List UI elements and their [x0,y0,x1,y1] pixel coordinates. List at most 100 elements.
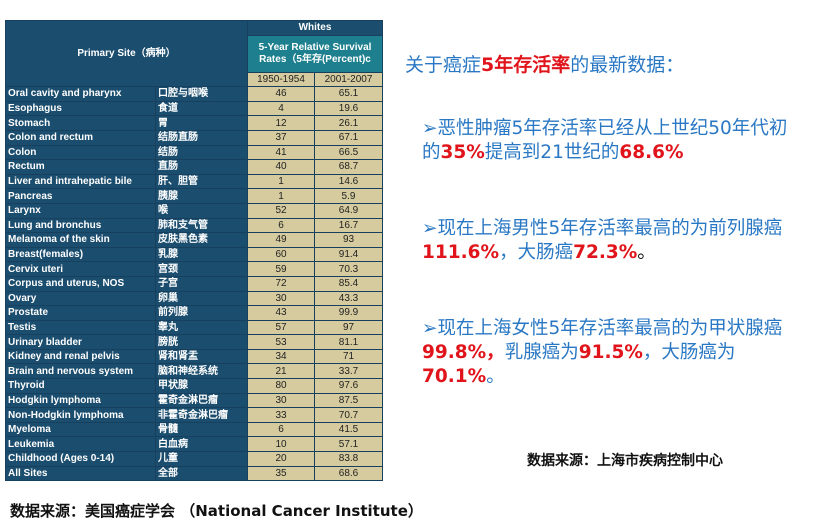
bullet-text: 。 [637,242,656,263]
site-name-cn: 结肠直肠 [155,129,248,146]
table-row: Lung and bronchus 肺和支气管 6 16.7 [5,217,383,234]
site-name-cn: 卵巢 [155,290,248,307]
table-row: Myeloma 骨髓 6 41.5 [5,421,383,438]
site-name-cn: 皮肤黑色素 [155,232,248,248]
site-name-cn: 霍奇金淋巴瘤 [155,392,248,409]
site-name: Kidney and renal pelvis [5,348,156,365]
site-name: Pancreas [5,188,156,204]
table-row: Esophagus 食道 4 19.6 [5,100,383,117]
site-name: Childhood (Ages 0-14) [5,451,156,467]
primary-site-header: Primary Site（病种） [5,19,248,88]
site-name: Corpus and uterus, NOS [5,275,156,292]
site-name-cn: 睾丸 [155,319,248,336]
bullet-2: ➢现在上海男性5年存活率最高的为前列腺癌 111.6%，大肠癌72.3%。 [422,217,802,265]
table-row: Breast(females) 乳腺 60 91.4 [5,246,383,263]
rate-2001: 33.7 [314,363,383,380]
source-nci: 数据来源：美国癌症学会 （National Cancer Institute） [10,502,423,520]
site-name-cn: 子宫 [155,275,248,292]
rate-2001: 70.3 [314,261,383,277]
site-name: Myeloma [5,421,156,438]
table-row: Pancreas 胰腺 1 5.9 [5,188,383,204]
site-name-cn: 前列腺 [155,305,248,321]
table-row: Cervix uteri 宫颈 59 70.3 [5,261,383,277]
rate-2001: 65.1 [314,86,383,102]
rate-1950: 40 [247,159,315,175]
bullet-text: 乳腺癌为 [504,342,579,363]
rate-1950: 1 [247,188,315,204]
rate-2001: 57.1 [314,436,383,453]
bullet-text: ，大肠癌为 [642,342,736,363]
rate-2001: 14.6 [314,173,383,190]
table-row: Prostate 前列腺 43 99.9 [5,305,383,321]
rate-1950: 60 [247,246,315,263]
site-name: Breast(females) [5,246,156,263]
site-name: Colon and rectum [5,129,156,146]
rate-2001: 5.9 [314,188,383,204]
rate-2001: 87.5 [314,392,383,409]
bullet-1: ➢恶性肿瘤5年存活率已经从上世纪50年代初的35%提高到21世纪的68.6% [422,117,802,165]
table-row: Melanoma of the skin 皮肤黑色素 49 93 [5,232,383,248]
rate-1950: 30 [247,290,315,307]
site-name-cn: 肝、胆管 [155,173,248,190]
table-row: Hodgkin lymphoma 霍奇金淋巴瘤 30 87.5 [5,392,383,409]
rate-1950: 43 [247,305,315,321]
site-name-cn: 骨髓 [155,421,248,438]
site-name-cn: 脑和神经系统 [155,363,248,380]
rate-2001: 16.7 [314,217,383,234]
survival-rates-header: 5-Year Relative Survival Rates（5年存(Perce… [247,34,383,73]
site-name: Urinary bladder [5,334,156,350]
table-row: Liver and intrahepatic bile 肝、胆管 1 14.6 [5,173,383,190]
rate-2001: 26.1 [314,115,383,131]
rate-1950: 49 [247,232,315,248]
bullet-highlight: 91.5% [578,342,643,363]
table-row: Leukemia 白血病 10 57.1 [5,436,383,453]
table-row: Larynx 喉 52 64.9 [5,202,383,219]
whites-header: Whites [247,20,383,36]
rate-1950: 37 [247,129,315,146]
rate-2001: 91.4 [314,246,383,263]
period-header: 1950-1954 [247,71,315,88]
table-row: Ovary 卵巢 30 43.3 [5,290,383,307]
rate-1950: 46 [247,86,315,102]
site-name: Hodgkin lymphoma [5,392,156,409]
rate-2001: 67.1 [314,129,383,146]
rate-2001: 66.5 [314,144,383,161]
rate-2001: 19.6 [314,100,383,117]
rate-1950: 21 [247,363,315,380]
bullet-highlight: 68.6% [619,142,684,163]
rate-1950: 59 [247,261,315,277]
table-row: Rectum 直肠 40 68.7 [5,159,383,175]
rate-1950: 33 [247,407,315,423]
site-name-cn: 直肠 [155,159,248,175]
period-header: 2001-2007 [314,71,383,88]
site-name-cn: 甲状腺 [155,378,248,394]
rate-2001: 81.1 [314,334,383,350]
site-name: Non-Hodgkin lymphoma [5,407,156,423]
site-name: Testis [5,319,156,336]
site-name: Brain and nervous system [5,363,156,380]
site-name: Lung and bronchus [5,217,156,234]
table-row: Colon and rectum 结肠直肠 37 67.1 [5,129,383,146]
rate-2001: 97 [314,319,383,336]
title-text: 的最新数据： [570,54,685,76]
rate-1950: 30 [247,392,315,409]
bullet-text: ➢恶性肿瘤5年存活率已经从上世纪50年代初的 [422,118,788,163]
site-name-cn: 非霍奇金淋巴瘤 [155,407,248,423]
site-name-cn: 肺和支气管 [155,217,248,234]
rate-1950: 12 [247,115,315,131]
rate-2001: 85.4 [314,275,383,292]
site-name-cn: 宫颈 [155,261,248,277]
rate-1950: 20 [247,451,315,467]
table-row: Non-Hodgkin lymphoma 非霍奇金淋巴瘤 33 70.7 [5,407,383,423]
rate-2001: 68.7 [314,159,383,175]
bullet-text: ，大肠癌 [499,242,574,263]
table-row: Stomach 胃 12 26.1 [5,115,383,131]
bullet-highlight: 35% [440,142,485,163]
site-name: Esophagus [5,100,156,117]
table-row: Thyroid 甲状腺 80 97.6 [5,378,383,394]
site-name-cn: 喉 [155,202,248,219]
site-name-cn: 白血病 [155,436,248,453]
bullet-highlight: 72.3% [573,242,638,263]
rate-1950: 80 [247,378,315,394]
rate-2001: 70.7 [314,407,383,423]
